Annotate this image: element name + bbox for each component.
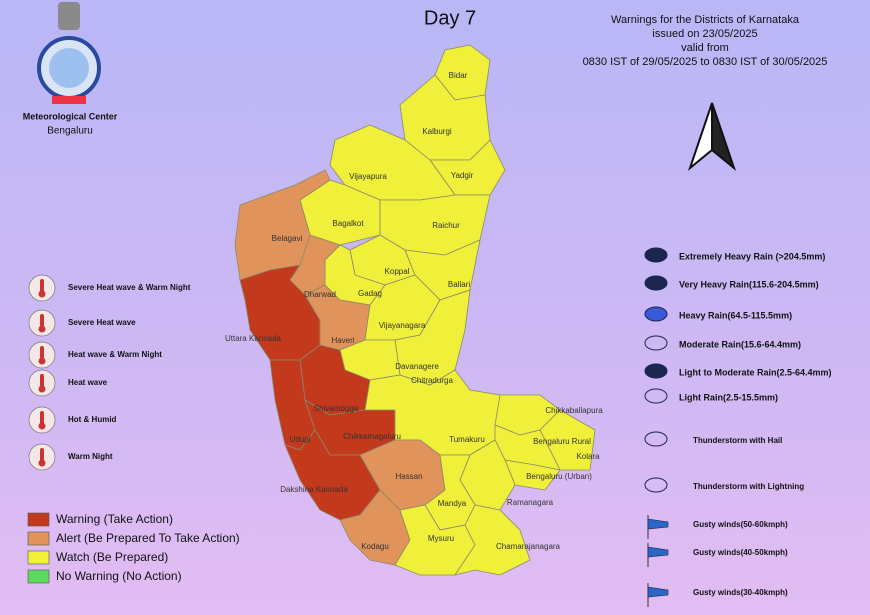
district-label: Vijayapura	[349, 172, 387, 181]
weather-legend-label: Gusty winds(30-40kmph)	[693, 588, 788, 597]
district-label: Chikkamagaluru	[343, 432, 401, 441]
district-label: Bidar	[449, 71, 468, 80]
header-line: 0830 IST of 29/05/2025 to 0830 IST of 30…	[583, 56, 828, 68]
district-label: Gadag	[358, 289, 382, 298]
weather-legend-label: Gusty winds(50-60kmph)	[693, 520, 788, 529]
city: Bengaluru	[47, 126, 93, 137]
weather-legend: Extremely Heavy Rain (>204.5mm) Very Heav…	[644, 247, 832, 607]
thermometer-bulb	[38, 459, 46, 467]
thermometer	[40, 411, 44, 425]
district-label: Mandya	[438, 499, 467, 508]
heat-legend-label: Severe Heat wave & Warm Night	[68, 283, 191, 292]
thermometer-bulb	[38, 357, 46, 365]
header-line: issued on 23/05/2025	[652, 28, 757, 40]
weather-legend-label: Thunderstorm with Lightning	[693, 482, 804, 491]
weather-icon	[644, 335, 668, 351]
districts: Bidar Kalburgi Yadgir Vijayapura Bagalkot Rai…	[225, 44, 603, 576]
emblem	[37, 2, 101, 104]
district	[454, 504, 531, 576]
warning-swatch	[27, 550, 50, 565]
warning-swatch	[27, 512, 50, 527]
district-label: Dharwad	[304, 290, 336, 299]
weather-legend-label: Light Rain(2.5-15.5mm)	[679, 392, 778, 402]
heat-legend: Severe Heat wave & Warm Night Severe Heat…	[28, 274, 191, 471]
district-label: Kodagu	[361, 542, 389, 551]
district-label: Haveri	[331, 336, 354, 345]
weather-legend-label: Gusty winds(40-50kmph)	[693, 548, 788, 557]
district-label: Uttara Kannada	[225, 334, 282, 343]
district-label: Chikkaballapura	[545, 406, 603, 415]
district-label: Ballari	[448, 280, 470, 289]
header-lines: Warnings for the Districts of Karnataka i…	[583, 14, 828, 68]
district-label: Vijayanagara	[379, 321, 426, 330]
org: Meteorological Center	[23, 111, 118, 121]
thermometer	[40, 448, 44, 462]
district-label: Hassan	[395, 472, 422, 481]
weather-icon	[644, 275, 668, 291]
warning-label: No Warning (No Action)	[56, 569, 182, 583]
weather-legend-label: Thunderstorm with Hail	[693, 436, 782, 445]
thermometer-bulb	[38, 325, 46, 333]
heat-legend-label: Heat wave & Warm Night	[68, 350, 162, 359]
district-label: Raichur	[432, 221, 460, 230]
warning-label: Alert (Be Prepared To Take Action)	[56, 531, 240, 545]
district-label: Koppal	[385, 267, 410, 276]
header-line: Warnings for the Districts of Karnataka	[611, 14, 800, 26]
wind-sock	[647, 546, 669, 558]
wind-sock	[647, 586, 669, 598]
district-label: Chamarajanagara	[496, 542, 561, 551]
district-label: Dakshina Kannada	[280, 485, 348, 494]
district-label: Ramanagara	[507, 498, 554, 507]
thermometer-bulb	[38, 290, 46, 298]
weather-legend-label: Heavy Rain(64.5-115.5mm)	[679, 310, 792, 320]
thermometer	[40, 374, 44, 388]
district-label: Mysuru	[428, 534, 454, 543]
district-label: Davanagere	[395, 362, 439, 371]
thermometer	[40, 314, 44, 328]
district-label: Kolara	[576, 452, 600, 461]
warning-swatch	[27, 569, 50, 584]
weather-icon	[644, 306, 668, 322]
thermometer	[40, 346, 44, 360]
warning-label: Watch (Be Prepared)	[56, 550, 168, 564]
north-arrow	[687, 102, 737, 171]
district-label: Belagavi	[272, 234, 303, 243]
district-label: Bengaluru Rural	[533, 437, 591, 446]
heat-legend-label: Hot & Humid	[68, 415, 117, 424]
district-label: Udupi	[290, 435, 311, 444]
warning-label: Warning (Take Action)	[56, 512, 173, 526]
thermometer-bulb	[38, 385, 46, 393]
heat-legend-label: Heat wave	[68, 378, 108, 387]
district-label: Yadgir	[451, 171, 474, 180]
district-label: Chitradurga	[411, 376, 453, 385]
weather-icon	[644, 477, 668, 493]
district-label: Bagalkot	[332, 219, 364, 228]
thermometer	[40, 279, 44, 293]
weather-icon	[644, 247, 668, 263]
weather-legend-label: Very Heavy Rain(115.6-204.5mm)	[679, 279, 819, 289]
district-label: Bengaluru (Urban)	[526, 472, 592, 481]
heat-legend-label: Severe Heat wave	[68, 318, 136, 327]
weather-legend-label: Extremely Heavy Rain (>204.5mm)	[679, 251, 825, 261]
heat-legend-label: Warm Night	[68, 452, 113, 461]
district-label: Shivamogga	[314, 404, 359, 413]
weather-icon	[644, 431, 668, 447]
weather-icon	[644, 363, 668, 379]
district-label: Tumakuru	[449, 435, 485, 444]
district-label: Kalburgi	[422, 127, 452, 136]
weather-icon	[644, 388, 668, 404]
header-line: valid from	[681, 42, 729, 54]
title: Day 7	[424, 7, 476, 29]
wind-sock	[647, 518, 669, 530]
thermometer-bulb	[38, 422, 46, 430]
weather-legend-label: Moderate Rain(15.6-64.4mm)	[679, 339, 801, 349]
warning-legend: Warning (Take Action) Alert (Be Prepared …	[27, 512, 240, 584]
weather-legend-label: Light to Moderate Rain(2.5-64.4mm)	[679, 367, 832, 377]
warning-swatch	[27, 531, 50, 546]
